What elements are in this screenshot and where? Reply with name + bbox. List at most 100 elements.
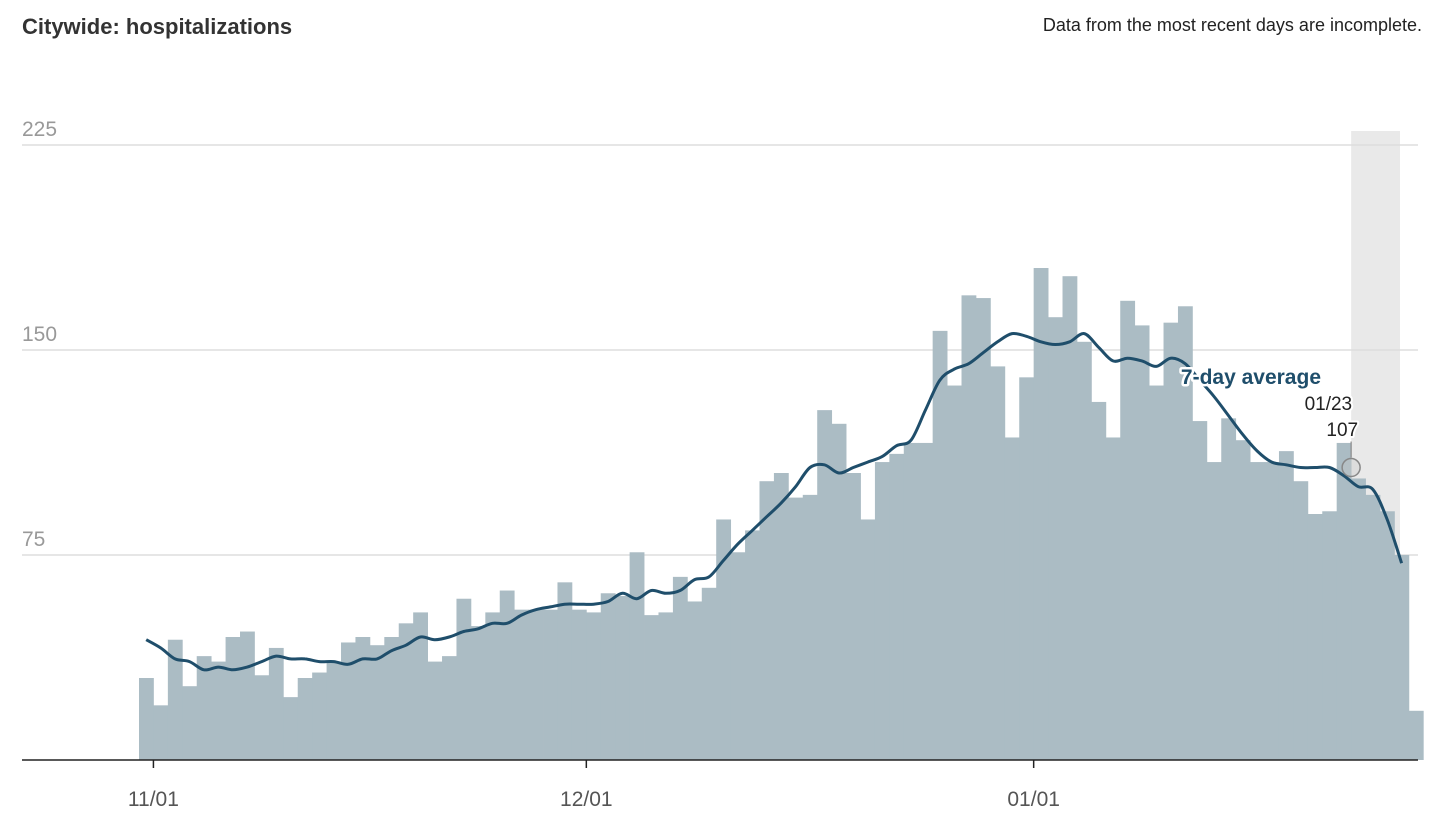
bar (687, 601, 703, 760)
bar (1149, 385, 1164, 760)
bar (1336, 442, 1352, 760)
bar (1192, 421, 1208, 760)
bar (860, 519, 876, 760)
bar (211, 661, 226, 760)
bar (672, 576, 688, 760)
bar (1394, 555, 1410, 760)
bar (788, 497, 804, 760)
x-axis-ticks: 11/01 12/01 01/01 (128, 760, 1060, 811)
bar (1365, 494, 1381, 760)
bar (1177, 306, 1193, 760)
bar (182, 686, 198, 760)
bar (268, 647, 284, 760)
bar (499, 590, 515, 760)
bar (225, 637, 241, 760)
bar (326, 661, 342, 760)
bar (759, 481, 775, 760)
bar (975, 298, 991, 760)
bar (1351, 478, 1366, 760)
bar (139, 678, 154, 760)
bar (629, 552, 645, 760)
bar (571, 609, 587, 760)
bar (1293, 481, 1309, 760)
y-tick-label-75: 75 (22, 528, 45, 551)
bar (1163, 322, 1179, 760)
bar (413, 612, 428, 760)
bars (139, 268, 1424, 760)
x-tick-label-01-01: 01/01 (1007, 788, 1060, 811)
bar (600, 593, 616, 760)
bar (918, 442, 934, 760)
annotation-date: 01/23 (1305, 394, 1353, 415)
bar (1264, 462, 1280, 760)
bar (153, 705, 169, 760)
bar (831, 423, 847, 760)
annotation-value: 107 (1326, 420, 1358, 441)
bar (528, 609, 544, 760)
bar (398, 623, 414, 760)
bar (889, 453, 905, 760)
bar (283, 697, 299, 760)
bar (514, 609, 530, 760)
average-label: 7-day average (1181, 366, 1321, 389)
bar (846, 473, 861, 760)
average-marker (1341, 457, 1361, 478)
bar (384, 637, 400, 760)
y-axis-labels: 75 150 225 (22, 118, 57, 551)
bar (167, 639, 183, 760)
bar (485, 612, 501, 760)
bar (355, 637, 371, 760)
bar (947, 385, 962, 760)
bar (312, 672, 327, 760)
bar (1206, 462, 1222, 760)
bar (557, 582, 573, 760)
bar (254, 675, 270, 760)
bar (196, 656, 212, 760)
bar (874, 462, 890, 760)
bar (802, 494, 818, 760)
bar (297, 678, 313, 760)
seven-day-average-line (145, 331, 1404, 672)
incomplete-data-note: Data from the most recent days are incom… (1042, 15, 1422, 35)
bar (903, 442, 919, 760)
bar (1019, 377, 1035, 760)
y-tick-label-150: 150 (22, 323, 57, 346)
bar (1278, 451, 1294, 760)
bar (1134, 325, 1150, 760)
bar (341, 642, 356, 760)
bar (456, 598, 472, 760)
bar (701, 587, 717, 760)
bar (961, 295, 977, 760)
bar (773, 473, 789, 760)
bar (644, 615, 659, 760)
bar (1105, 437, 1121, 760)
bar (369, 645, 385, 760)
bar (543, 609, 558, 760)
bar (615, 596, 631, 760)
bar (586, 612, 602, 760)
bar (817, 410, 833, 760)
bar (716, 519, 732, 760)
bar (1062, 276, 1078, 760)
bar (442, 656, 457, 760)
y-tick-label-225: 225 (22, 118, 57, 141)
bar (1120, 300, 1136, 760)
bar (658, 612, 674, 760)
bar (745, 530, 760, 760)
bar (1221, 418, 1237, 760)
chart-title: Citywide: hospitalizations (22, 14, 293, 39)
bar (1408, 710, 1424, 760)
bar (1048, 317, 1063, 760)
bar (1235, 440, 1251, 760)
bar (240, 631, 255, 760)
bar (1004, 437, 1020, 760)
bar (1076, 341, 1092, 760)
bar (730, 552, 746, 760)
bar (1091, 401, 1107, 760)
bar (932, 330, 948, 760)
bar (1322, 511, 1338, 760)
bar (1033, 268, 1049, 760)
bar (427, 661, 443, 760)
bar (1250, 462, 1265, 760)
